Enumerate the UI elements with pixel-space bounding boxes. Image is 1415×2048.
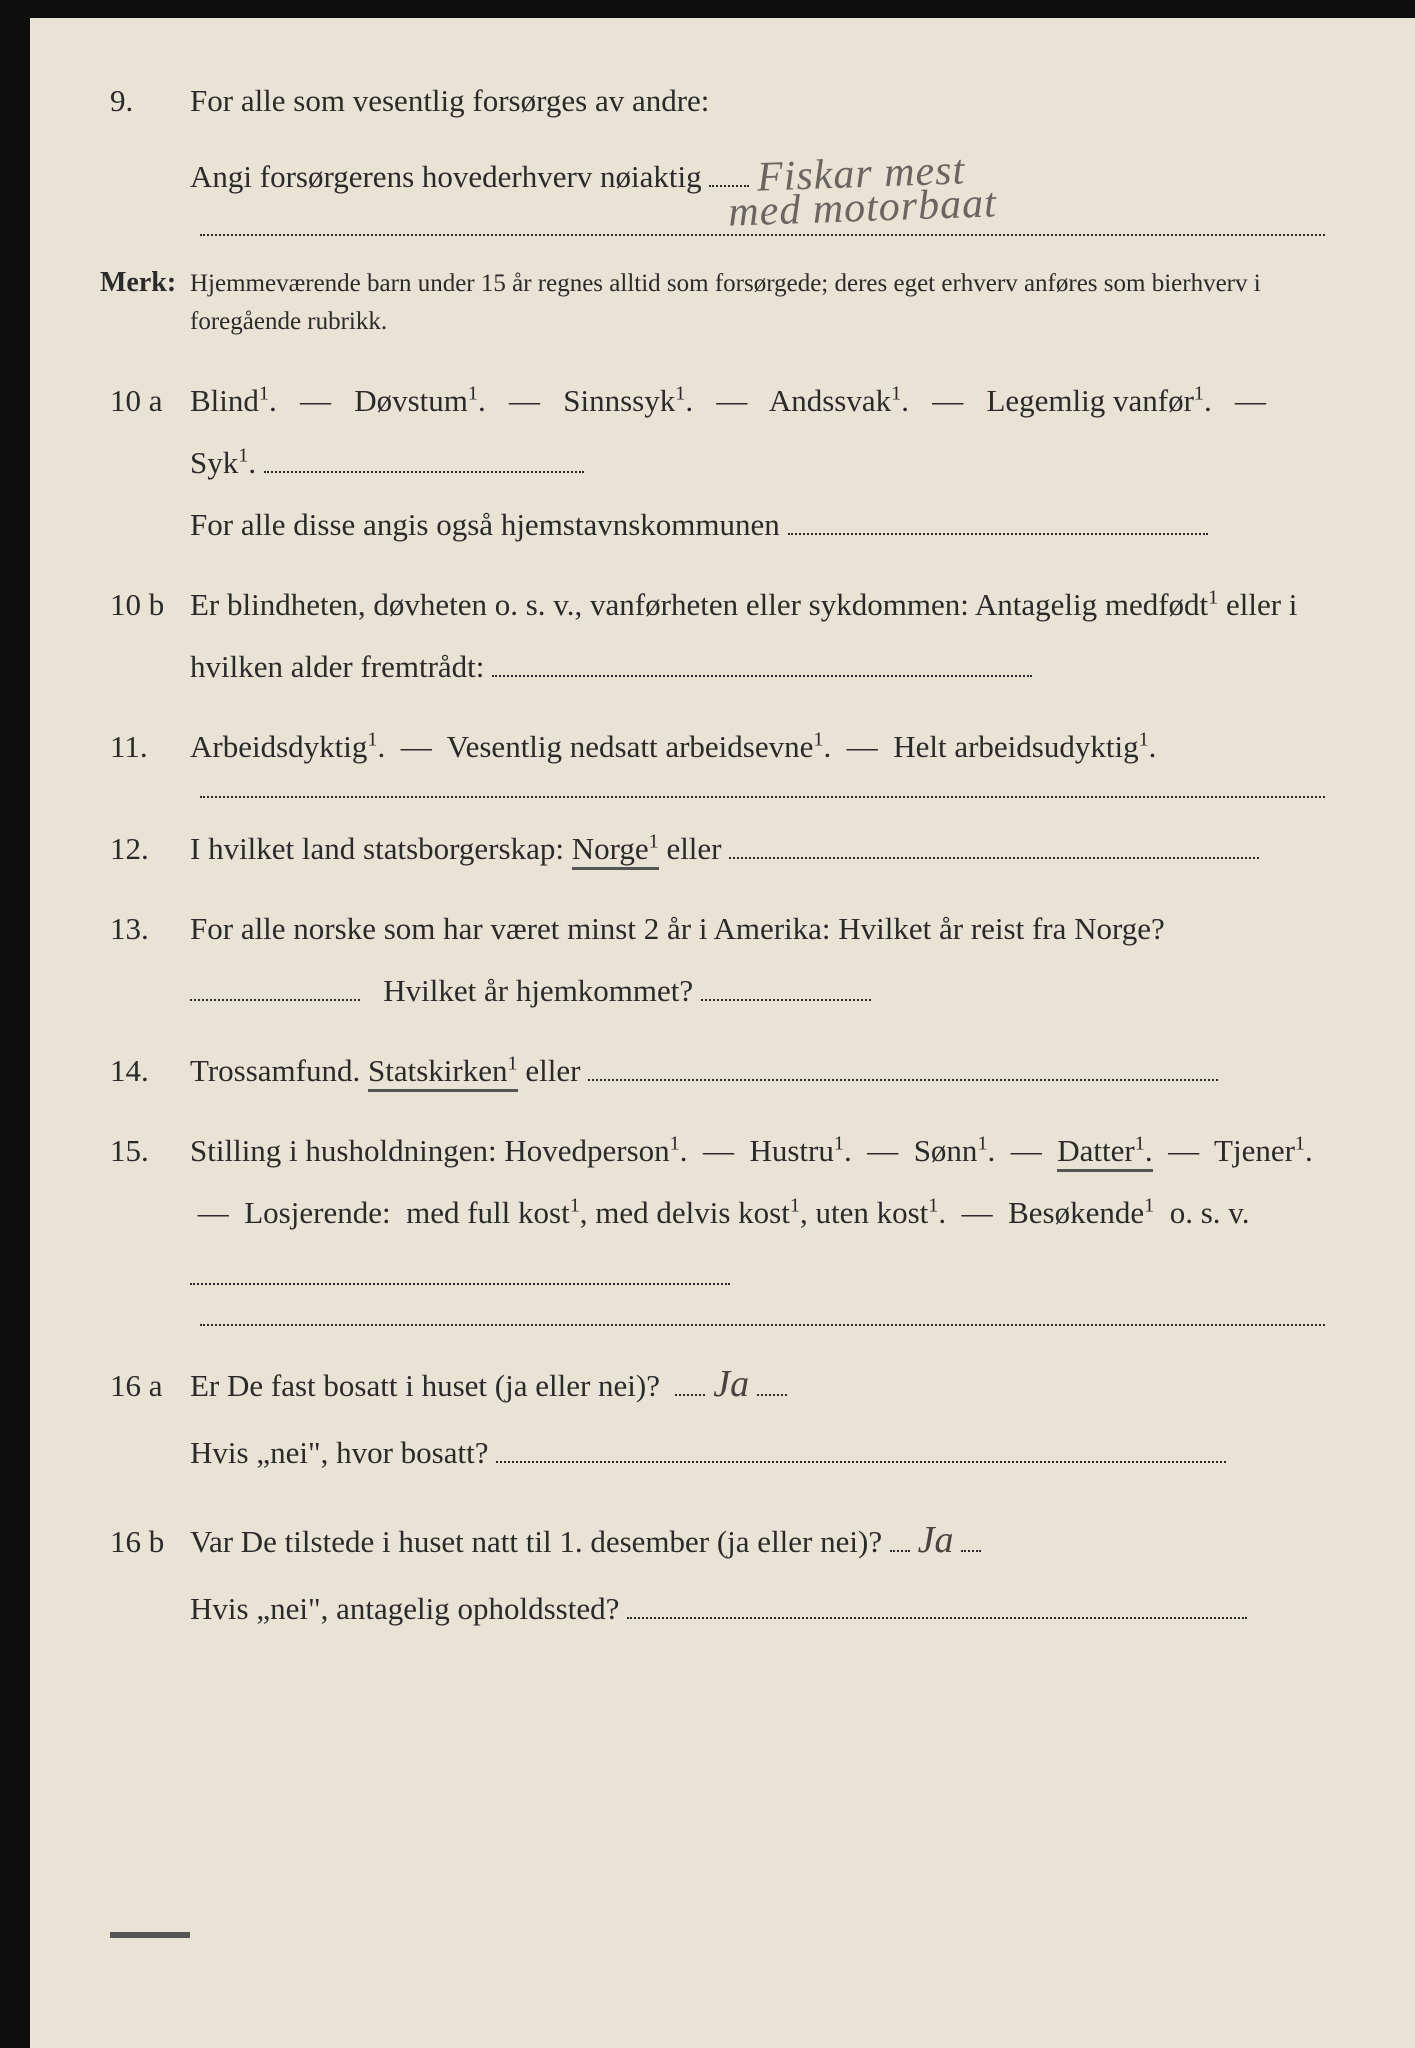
question-10a: 10 a Blind1. — Døvstum1. — Sinnssyk1. — …: [100, 370, 1325, 556]
dotted-fill: [190, 1248, 730, 1285]
opt-sonn: Sønn1.: [914, 1133, 996, 1168]
q9-number: 9.: [100, 72, 190, 131]
q13-text2: Hvilket år hjemkommet?: [383, 973, 693, 1008]
opt-blind: Blind1.: [190, 383, 277, 418]
q16a-text2: Hvis „nei", hvor bosatt?: [190, 1435, 488, 1470]
merk-label: Merk:: [100, 256, 190, 309]
question-11: 11. Arbeidsdyktig1. — Vesentlig nedsatt …: [100, 716, 1325, 778]
opt-tjجروer: Tjener1.: [1214, 1133, 1313, 1168]
q9-dotted-line: med motorbaat: [200, 234, 1325, 236]
dotted-fill: [788, 498, 1208, 535]
opt-hovedperson: Hovedperson1.: [504, 1133, 687, 1168]
dotted-fill: [701, 964, 871, 1001]
q11-text: Arbeidsdyktig1. — Vesentlig nedsatt arbe…: [190, 716, 1325, 778]
q14-text: Trossamfund. Statskirken1 eller: [190, 1040, 1325, 1102]
opt-syk: Syk1.: [190, 445, 256, 480]
q14-before: Trossamfund.: [190, 1053, 368, 1088]
q12-after: eller: [666, 831, 721, 866]
q16b-text: Var De tilstede i huset natt til 1. dese…: [190, 1502, 1325, 1640]
q14-selected: Statskirken1: [368, 1053, 518, 1092]
q15-dotted-line: [200, 1324, 1325, 1326]
q15-number: 15.: [100, 1122, 190, 1181]
question-10b: 10 b Er blindheten, døvheten o. s. v., v…: [100, 574, 1325, 698]
q16a-text1: Er De fast bosatt i huset (ja eller nei)…: [190, 1368, 660, 1403]
form-content: 9. For alle som vesentlig forsørges av a…: [70, 70, 1325, 1640]
q12-selected: Norge1: [572, 831, 659, 870]
q15-lead: Stilling i husholdningen:: [190, 1133, 504, 1168]
opt-arbeidsdyktig: Arbeidsdyktig1.: [190, 729, 385, 764]
dotted-fill: [729, 822, 1259, 859]
q9-line2-prefix: Angi forsørgerens hovederhverv nøiaktig: [190, 159, 702, 194]
q12-text: I hvilket land statsborgerskap: Norge1 e…: [190, 818, 1325, 880]
merk-note: Merk: Hjemmeværende barn under 15 år reg…: [100, 256, 1325, 340]
dotted-fill: [588, 1044, 1218, 1081]
opt-sinnssyk: Sinnssyk1.: [563, 383, 693, 418]
opt-udyktig: Helt arbeidsudyktig1.: [893, 729, 1156, 764]
q13-text1: For alle norske som har været minst 2 år…: [190, 911, 1165, 946]
q10a-number: 10 a: [100, 372, 190, 431]
question-15: 15. Stilling i husholdningen: Hovedperso…: [100, 1120, 1325, 1306]
q11-number: 11.: [100, 718, 190, 777]
q9-line1: For alle som vesentlig forsørges av andr…: [190, 83, 709, 118]
opt-delviskost: med delvis kost1,: [595, 1195, 807, 1230]
dotted-fill: [492, 640, 1032, 677]
opt-besokende: Besøkende1: [1008, 1195, 1154, 1230]
opt-fullkost: med full kost1,: [406, 1195, 587, 1230]
question-16b: 16 b Var De tilstede i huset natt til 1.…: [100, 1502, 1325, 1640]
q16b-text1: Var De tilstede i huset natt til 1. dese…: [190, 1524, 882, 1559]
dotted-fill: [496, 1426, 1226, 1463]
dotted-fill: [890, 1515, 910, 1552]
question-13: 13. For alle norske som har været minst …: [100, 898, 1325, 1022]
question-14: 14. Trossamfund. Statskirken1 eller: [100, 1040, 1325, 1102]
dotted-fill: [190, 964, 360, 1001]
opt-legemlig: Legemlig vanfør1.: [986, 383, 1211, 418]
q15-losj: Losjerende:: [244, 1195, 390, 1230]
q13-number: 13.: [100, 900, 190, 959]
q16b-answer: Ja: [918, 1502, 954, 1578]
dotted-fill: [627, 1582, 1247, 1619]
dotted-fill: [264, 436, 584, 473]
q15-tail: o. s. v.: [1170, 1195, 1250, 1230]
opt-dovstum: Døvstum1.: [354, 383, 486, 418]
q13-text: For alle norske som har været minst 2 år…: [190, 898, 1325, 1022]
q12-number: 12.: [100, 820, 190, 879]
q16b-number: 16 b: [100, 1513, 190, 1572]
q16a-answer: Ja: [713, 1346, 749, 1422]
question-16a: 16 a Er De fast bosatt i huset (ja eller…: [100, 1346, 1325, 1484]
question-12: 12. I hvilket land statsborgerskap: Norg…: [100, 818, 1325, 880]
dotted-fill: [757, 1359, 787, 1396]
opt-nedsatt: Vesentlig nedsatt arbeidsevne1.: [447, 729, 832, 764]
opt-datter-selected: Datter1.: [1057, 1133, 1152, 1172]
q10a-line2: For alle disse angis også hjemstavnskomm…: [190, 507, 780, 542]
q14-after: eller: [525, 1053, 580, 1088]
q16a-text: Er De fast bosatt i huset (ja eller nei)…: [190, 1346, 1325, 1484]
opt-utenkost: uten kost1.: [815, 1195, 946, 1230]
dotted-fill: [675, 1359, 705, 1396]
opt-hustru: Hustru1.: [749, 1133, 851, 1168]
q10b-text: Er blindheten, døvheten o. s. v., vanfør…: [190, 574, 1325, 698]
q11-dotted-line: [200, 796, 1325, 798]
q16b-text2: Hvis „nei", antagelig opholdssted?: [190, 1591, 619, 1626]
q14-number: 14.: [100, 1042, 190, 1101]
q10a-text: Blind1. — Døvstum1. — Sinnssyk1. — Andss…: [190, 370, 1325, 556]
q16a-number: 16 a: [100, 1357, 190, 1416]
q10b-text1: Er blindheten, døvheten o. s. v., vanfør…: [190, 587, 1208, 622]
document-page: 9. For alle som vesentlig forsørges av a…: [0, 0, 1415, 2048]
q12-before: I hvilket land statsborgerskap:: [190, 831, 572, 866]
q10b-number: 10 b: [100, 576, 190, 635]
q15-text: Stilling i husholdningen: Hovedperson1. …: [190, 1120, 1325, 1306]
opt-andssvak: Andssvak1.: [769, 383, 909, 418]
dotted-fill: [961, 1515, 981, 1552]
bottom-ink-mark: [110, 1932, 190, 1938]
merk-text: Hjemmeværende barn under 15 år regnes al…: [190, 265, 1325, 340]
dotted-fill: [709, 150, 749, 187]
